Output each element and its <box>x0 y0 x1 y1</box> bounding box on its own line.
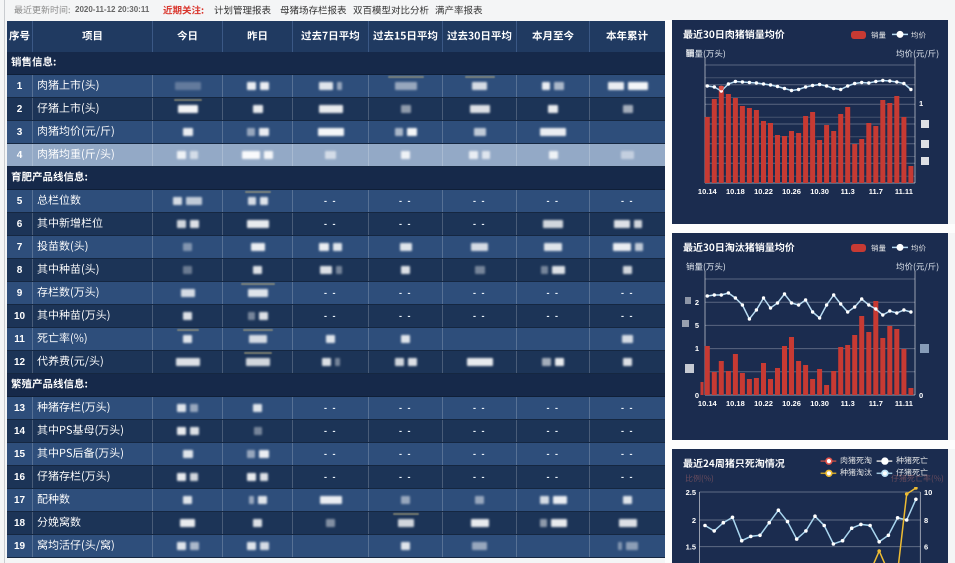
svg-text:10: 10 <box>924 488 932 497</box>
svg-text:10.22: 10.22 <box>754 399 773 408</box>
svg-text:11.3: 11.3 <box>841 187 855 196</box>
svg-text:11.7: 11.7 <box>869 399 883 408</box>
svg-text:10.26: 10.26 <box>782 399 801 408</box>
svg-text:10.14: 10.14 <box>698 187 718 196</box>
svg-text:2: 2 <box>695 298 699 307</box>
svg-text:1.5: 1.5 <box>686 543 696 552</box>
svg-text:11.11: 11.11 <box>895 399 913 408</box>
svg-text:2: 2 <box>692 516 696 525</box>
svg-text:10.18: 10.18 <box>726 399 745 408</box>
svg-text:10.14: 10.14 <box>698 399 718 408</box>
svg-text:1: 1 <box>695 344 699 353</box>
svg-text:5: 5 <box>695 321 699 330</box>
svg-text:10.30: 10.30 <box>810 399 829 408</box>
svg-text:6: 6 <box>924 543 928 552</box>
svg-text:11.11: 11.11 <box>895 187 913 196</box>
svg-text:10.22: 10.22 <box>754 187 773 196</box>
svg-text:2.5: 2.5 <box>686 488 696 497</box>
svg-text:8: 8 <box>924 516 928 525</box>
svg-text:10.26: 10.26 <box>782 187 801 196</box>
svg-text:0: 0 <box>695 391 699 400</box>
svg-text:11.7: 11.7 <box>869 187 883 196</box>
svg-text:11.3: 11.3 <box>841 399 855 408</box>
svg-text:10.30: 10.30 <box>810 187 829 196</box>
svg-text:1: 1 <box>919 99 923 108</box>
svg-text:10.18: 10.18 <box>726 187 745 196</box>
svg-text:0: 0 <box>919 391 923 400</box>
